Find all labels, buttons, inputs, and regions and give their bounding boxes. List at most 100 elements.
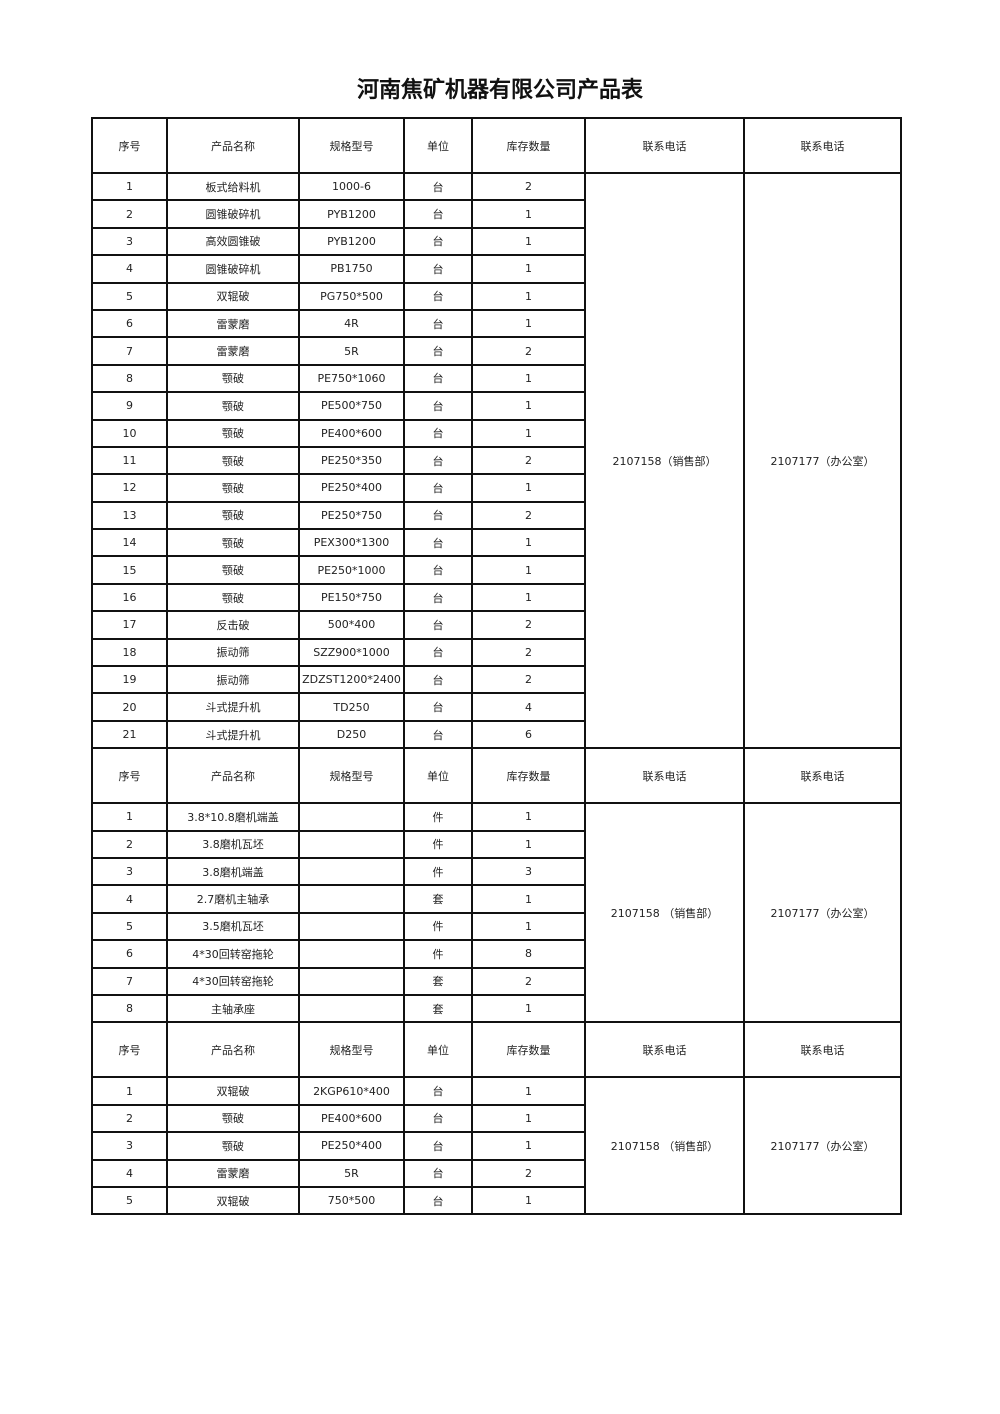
- product-name-cell: 振动筛: [166, 665, 300, 695]
- unit-cell: 台: [403, 555, 473, 585]
- stock-quantity-cell: 2: [471, 445, 586, 476]
- serial-number-cell: 13: [91, 500, 168, 531]
- column-header: 联系电话: [743, 747, 902, 805]
- unit-cell: 台: [403, 1158, 473, 1188]
- table-row: 4 雷蒙磨 5R 台 2: [91, 1158, 901, 1188]
- product-name-cell: 双辊破: [166, 281, 300, 311]
- table-row: 4 2.7磨机主轴承 套 1: [91, 884, 901, 914]
- stock-quantity-cell: 1: [471, 226, 586, 257]
- table-row: 6 雷蒙磨 4R 台 1: [91, 308, 901, 339]
- product-name-cell: 颚破: [166, 445, 300, 476]
- stock-quantity-cell: 1: [471, 528, 586, 558]
- unit-cell: 件: [403, 911, 473, 942]
- column-header: 单位: [403, 1021, 473, 1079]
- serial-number-cell: 10: [91, 418, 168, 448]
- serial-number-cell: 2: [91, 829, 168, 859]
- table-header-row: 序号 产品名称 规格型号 单位 库存数量 联系电话 联系电话: [91, 1021, 902, 1079]
- stock-quantity-cell: 1: [471, 199, 586, 229]
- stock-quantity-cell: 1: [471, 993, 586, 1024]
- stock-quantity-cell: 2: [471, 1158, 586, 1188]
- unit-cell: 台: [403, 226, 473, 257]
- unit-cell: 台: [403, 665, 473, 695]
- table-row: 17 反击破 500*400 台 2: [91, 610, 901, 640]
- serial-number-cell: 3: [91, 856, 168, 887]
- stock-quantity-cell: 2: [471, 665, 586, 695]
- table-header-row: 序号 产品名称 规格型号 单位 库存数量 联系电话 联系电话: [91, 747, 902, 805]
- product-name-cell: 圆锥破碎机: [166, 199, 300, 229]
- office-phone-cell: 2107177（办公室）: [743, 171, 902, 750]
- product-name-cell: 圆锥破碎机: [166, 254, 300, 284]
- unit-cell: 台: [403, 254, 473, 284]
- stock-quantity-cell: 1: [471, 582, 586, 613]
- sales-phone-cell: 2107158 （销售部）: [584, 1076, 745, 1216]
- serial-number-cell: 4: [91, 1158, 168, 1188]
- stock-quantity-cell: 1: [471, 473, 586, 503]
- unit-cell: 件: [403, 939, 473, 969]
- column-header: 库存数量: [471, 747, 586, 805]
- serial-number-cell: 18: [91, 637, 168, 668]
- product-name-cell: 雷蒙磨: [166, 336, 300, 366]
- spec-model-cell: SZZ900*1000: [298, 637, 405, 668]
- column-header: 单位: [403, 747, 473, 805]
- spec-model-cell: PE500*750: [298, 391, 405, 421]
- product-name-cell: 颚破: [166, 582, 300, 613]
- column-header: 联系电话: [584, 117, 745, 174]
- stock-quantity-cell: 1: [471, 1185, 586, 1216]
- sales-phone-cell: 2107158（销售部）: [584, 171, 745, 750]
- stock-quantity-cell: 1: [471, 884, 586, 914]
- spec-model-cell: PE150*750: [298, 582, 405, 613]
- stock-quantity-cell: 1: [471, 391, 586, 421]
- unit-cell: 台: [403, 719, 473, 750]
- column-header: 规格型号: [298, 1021, 405, 1079]
- table-row: 19 振动筛 ZDZST1200*2400 台 2: [91, 665, 901, 695]
- spec-model-cell: ZDZST1200*2400: [298, 665, 405, 695]
- table-row: 1 双辊破 2KGP610*400 台 1 2107158 （销售部） 2107177（办公…: [91, 1076, 902, 1216]
- table-row: 15 颚破 PE250*1000 台 1: [91, 555, 901, 585]
- serial-number-cell: 8: [91, 363, 168, 394]
- spec-model-cell: [298, 884, 405, 914]
- product-name-cell: 主轴承座: [166, 993, 300, 1024]
- office-phone-cell: 2107177（办公室）: [743, 802, 902, 1024]
- table-row: 5 3.5磨机瓦坯 件 1: [91, 911, 901, 942]
- serial-number-cell: 3: [91, 1131, 168, 1161]
- stock-quantity-cell: 1: [471, 281, 586, 311]
- spec-model-cell: PE250*1000: [298, 555, 405, 585]
- stock-quantity-cell: 1: [471, 1076, 586, 1106]
- spec-model-cell: PYB1200: [298, 199, 405, 229]
- product-name-cell: 颚破: [166, 1103, 300, 1134]
- table-row: 3 颚破 PE250*400 台 1: [91, 1131, 901, 1161]
- stock-quantity-cell: 1: [471, 418, 586, 448]
- table-row: 7 雷蒙磨 5R 台 2: [91, 336, 901, 366]
- table-row: 20 斗式提升机 TD250 台 4: [91, 692, 901, 722]
- spec-model-cell: 5R: [298, 1158, 405, 1188]
- table-row: 18 振动筛 SZZ900*1000 台 2: [91, 637, 901, 668]
- spec-model-cell: [298, 802, 405, 832]
- table-row: 8 主轴承座 套 1: [91, 993, 901, 1024]
- stock-quantity-cell: 1: [471, 254, 586, 284]
- spec-model-cell: 5R: [298, 336, 405, 366]
- serial-number-cell: 16: [91, 582, 168, 613]
- serial-number-cell: 1: [91, 1076, 168, 1106]
- table-row: 6 4*30回转窑拖轮 件 8: [91, 939, 901, 969]
- serial-number-cell: 8: [91, 993, 168, 1024]
- spec-model-cell: PEX300*1300: [298, 528, 405, 558]
- unit-cell: 件: [403, 856, 473, 887]
- table-row: 3 3.8磨机端盖件 3: [91, 856, 901, 887]
- stock-quantity-cell: 1: [471, 1131, 586, 1161]
- unit-cell: 台: [403, 1103, 473, 1134]
- stock-quantity-cell: 2: [471, 336, 586, 366]
- product-name-cell: 高效圆锥破: [166, 226, 300, 257]
- serial-number-cell: 6: [91, 308, 168, 339]
- table-row: 13 颚破 PE250*750 台 2: [91, 500, 901, 531]
- serial-number-cell: 15: [91, 555, 168, 585]
- spec-model-cell: PB1750: [298, 254, 405, 284]
- serial-number-cell: 14: [91, 528, 168, 558]
- product-name-cell: 颚破: [166, 363, 300, 394]
- product-name-cell: 振动筛: [166, 637, 300, 668]
- serial-number-cell: 1: [91, 802, 168, 832]
- table-row: 5 双辊破 750*500 台 1: [91, 1185, 901, 1216]
- table-row: 1 板式给料机 1000-6 台 2 2107158（销售部） 2107177（办公室）: [91, 171, 902, 750]
- table-row: 16 颚破 PE150*750 台 1: [91, 582, 901, 613]
- spec-model-cell: PE250*400: [298, 1131, 405, 1161]
- serial-number-cell: 20: [91, 692, 168, 722]
